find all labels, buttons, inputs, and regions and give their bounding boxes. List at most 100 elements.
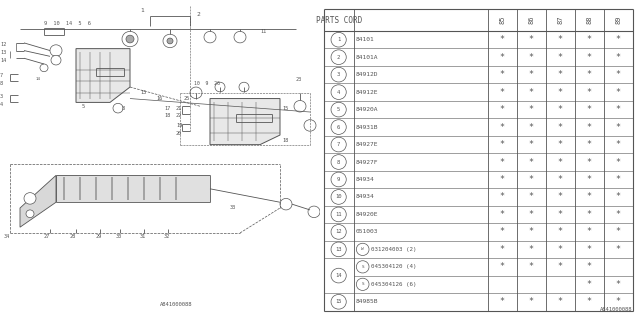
Circle shape: [51, 55, 61, 65]
Text: 15: 15: [140, 90, 147, 95]
Text: 84927E: 84927E: [355, 142, 378, 147]
Text: *: *: [616, 35, 621, 44]
Circle shape: [331, 67, 346, 82]
Text: *: *: [500, 297, 505, 306]
Text: *: *: [529, 157, 534, 166]
Text: 18: 18: [164, 113, 170, 118]
Text: *: *: [500, 140, 505, 149]
Text: 3: 3: [0, 94, 3, 99]
Text: 31: 31: [140, 234, 147, 239]
Text: *: *: [529, 35, 534, 44]
Circle shape: [331, 207, 346, 222]
Text: 84101A: 84101A: [355, 55, 378, 60]
Text: *: *: [557, 105, 563, 114]
Circle shape: [356, 278, 369, 291]
Text: 11: 11: [260, 29, 266, 34]
Text: *: *: [557, 35, 563, 44]
Text: *: *: [500, 70, 505, 79]
Bar: [56, 175, 210, 202]
Text: 27: 27: [44, 234, 51, 239]
Circle shape: [304, 120, 316, 131]
Text: *: *: [529, 105, 534, 114]
Text: *: *: [557, 192, 563, 202]
Text: *: *: [616, 228, 621, 236]
Text: 18: 18: [282, 138, 288, 143]
Text: *: *: [529, 175, 534, 184]
Text: S: S: [362, 282, 364, 286]
Polygon shape: [210, 99, 280, 145]
Circle shape: [331, 294, 346, 309]
Text: 1: 1: [337, 37, 340, 42]
Text: 84920E: 84920E: [355, 212, 378, 217]
Text: 045304120 (4): 045304120 (4): [371, 264, 416, 269]
Circle shape: [24, 193, 36, 204]
Circle shape: [280, 198, 292, 210]
Text: 4: 4: [337, 90, 340, 95]
Text: 30: 30: [116, 234, 122, 239]
Circle shape: [294, 100, 306, 112]
Text: *: *: [529, 297, 534, 306]
Text: *: *: [500, 175, 505, 184]
Text: 33: 33: [230, 205, 236, 211]
Text: 15: 15: [282, 106, 288, 111]
Text: 84934: 84934: [355, 177, 374, 182]
Circle shape: [331, 172, 346, 187]
Text: *: *: [616, 53, 621, 62]
Text: *: *: [557, 245, 563, 254]
Text: *: *: [616, 210, 621, 219]
Text: 28: 28: [70, 234, 76, 239]
Text: 12: 12: [0, 42, 6, 47]
Text: 8: 8: [337, 159, 340, 164]
Text: W: W: [362, 247, 364, 252]
Text: 2: 2: [196, 12, 200, 17]
Text: *: *: [500, 123, 505, 132]
Text: 84920A: 84920A: [355, 107, 378, 112]
Text: PARTS CORD: PARTS CORD: [316, 16, 362, 25]
Circle shape: [239, 82, 249, 92]
Text: 84985B: 84985B: [355, 299, 378, 304]
Text: 16: 16: [156, 96, 163, 101]
Circle shape: [331, 85, 346, 100]
Text: 4: 4: [0, 102, 3, 107]
Text: *: *: [616, 105, 621, 114]
Text: *: *: [587, 175, 591, 184]
Text: *: *: [557, 157, 563, 166]
Text: 13: 13: [0, 50, 6, 55]
Text: *: *: [587, 262, 591, 271]
Text: 14: 14: [0, 58, 6, 63]
Text: 10: 10: [335, 195, 342, 199]
Text: *: *: [529, 262, 534, 271]
Text: 86: 86: [528, 16, 534, 24]
Text: *: *: [616, 123, 621, 132]
Text: 3: 3: [337, 72, 340, 77]
Text: 6: 6: [337, 124, 340, 130]
Text: 32: 32: [164, 234, 170, 239]
Text: 11: 11: [335, 212, 342, 217]
Text: *: *: [529, 228, 534, 236]
Circle shape: [122, 31, 138, 47]
Text: 045304126 (6): 045304126 (6): [371, 282, 416, 287]
Text: *: *: [500, 157, 505, 166]
Text: 10  9  26: 10 9 26: [194, 81, 220, 86]
Text: *: *: [587, 297, 591, 306]
Circle shape: [331, 50, 346, 65]
Circle shape: [26, 210, 34, 218]
Text: *: *: [587, 53, 591, 62]
Text: *: *: [500, 245, 505, 254]
Text: *: *: [616, 245, 621, 254]
Text: 9  10  14  5  6: 9 10 14 5 6: [44, 21, 91, 26]
Text: *: *: [616, 88, 621, 97]
Text: 84912D: 84912D: [355, 72, 378, 77]
Text: 17: 17: [164, 106, 170, 111]
Circle shape: [215, 82, 225, 92]
Text: *: *: [500, 53, 505, 62]
Polygon shape: [76, 49, 130, 102]
Text: *: *: [557, 53, 563, 62]
Text: *: *: [557, 175, 563, 184]
Circle shape: [331, 137, 346, 152]
Circle shape: [190, 87, 202, 99]
Text: *: *: [587, 192, 591, 202]
Text: *: *: [616, 192, 621, 202]
Circle shape: [331, 102, 346, 117]
Text: *: *: [529, 140, 534, 149]
